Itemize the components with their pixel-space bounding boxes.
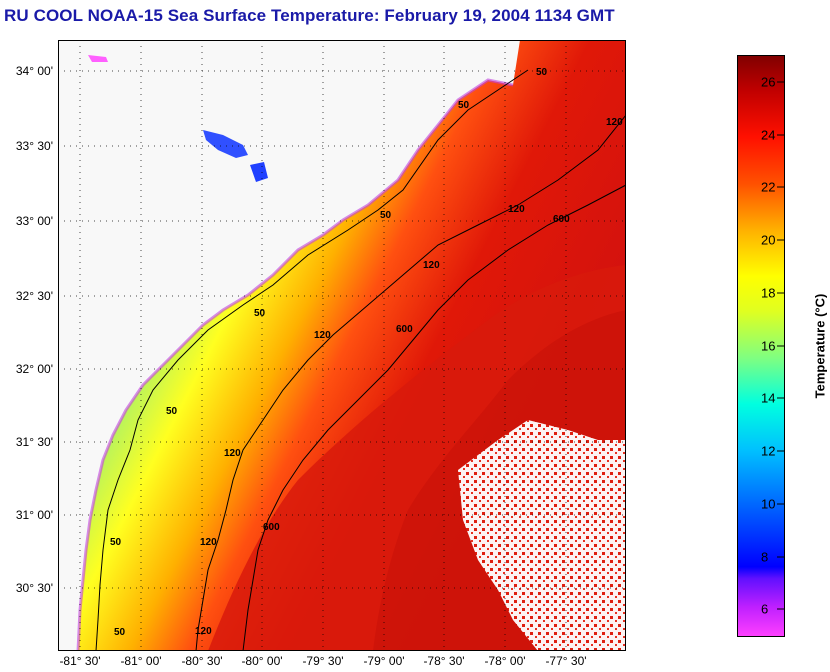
lat-label-31-30: 31° 30' bbox=[15, 435, 53, 449]
lon-label-81-00: -81° 00' bbox=[120, 654, 162, 668]
contour-label-50-g: 50 bbox=[536, 67, 548, 78]
lat-label-30-30: 30° 30' bbox=[15, 581, 53, 595]
contour-label-120-g: 120 bbox=[606, 117, 623, 128]
colorbar-tick-20: 20 bbox=[761, 232, 776, 248]
lat-label-32-00: 32° 00' bbox=[15, 362, 53, 376]
colorbar-tick-18: 18 bbox=[761, 285, 776, 301]
inland-water bbox=[203, 130, 248, 158]
lat-label-34-00: 34° 00' bbox=[15, 64, 53, 78]
inland-water-3 bbox=[88, 55, 108, 62]
colorbar-tick-14: 14 bbox=[761, 390, 776, 406]
colorbar-tick-26: 26 bbox=[761, 74, 776, 90]
lat-label-31-00: 31° 00' bbox=[15, 508, 53, 522]
colorbar-tick-marks bbox=[777, 81, 785, 610]
colorbar bbox=[737, 55, 785, 637]
contour-label-600-b: 600 bbox=[396, 324, 413, 335]
contour-label-120-a: 120 bbox=[508, 204, 525, 215]
lon-label-80-00: -80° 00' bbox=[241, 654, 283, 668]
map-frame bbox=[58, 40, 626, 651]
cloud-cover bbox=[458, 420, 626, 651]
lon-label-79-30: -79° 30' bbox=[302, 654, 344, 668]
contour-label-600-a: 600 bbox=[553, 214, 570, 225]
lat-label-33-30: 33° 30' bbox=[15, 139, 53, 153]
contour-label-600-c: 600 bbox=[263, 522, 280, 533]
lon-label-81-30: -81° 30' bbox=[59, 654, 101, 668]
lon-label-79-00: -79° 00' bbox=[363, 654, 405, 668]
coastline bbox=[76, 78, 514, 651]
colorbar-tick-12: 12 bbox=[761, 443, 776, 459]
colorbar-tick-24: 24 bbox=[761, 127, 776, 143]
land-mass bbox=[58, 40, 520, 651]
contour-label-50-d: 50 bbox=[166, 406, 178, 417]
colorbar-tick-16: 16 bbox=[761, 338, 776, 354]
colorbar-tick-6: 6 bbox=[761, 601, 769, 617]
contour-label-120-e: 120 bbox=[200, 537, 217, 548]
colorbar-svg bbox=[737, 55, 785, 637]
colorbar-tick-22: 22 bbox=[761, 179, 776, 195]
inland-water-2 bbox=[250, 162, 268, 182]
colorbar-tick-10: 10 bbox=[761, 496, 776, 512]
contour-label-50-b: 50 bbox=[380, 210, 392, 221]
contour-label-120-b: 120 bbox=[423, 260, 440, 271]
isobath-600 bbox=[242, 184, 626, 651]
contour-label-50-c: 50 bbox=[254, 308, 266, 319]
lon-label-80-30: -80° 30' bbox=[181, 654, 223, 668]
colorbar-gradient bbox=[737, 55, 785, 637]
isobath-50 bbox=[95, 69, 529, 651]
contour-label-50-f: 50 bbox=[114, 627, 126, 638]
sst-map-svg: 50 50 50 50 50 50 50 120 120 120 120 120… bbox=[58, 40, 626, 651]
lat-label-32-30: 32° 30' bbox=[15, 289, 53, 303]
contour-label-120-d: 120 bbox=[224, 448, 241, 459]
colorbar-label: Temperature (°C) bbox=[812, 293, 828, 399]
lon-label-78-00: -78° 00' bbox=[484, 654, 526, 668]
contour-label-120-c: 120 bbox=[314, 330, 331, 341]
sst-map: 50 50 50 50 50 50 50 120 120 120 120 120… bbox=[58, 40, 626, 651]
colorbar-tick-8: 8 bbox=[761, 549, 769, 565]
lat-label-33-00: 33° 00' bbox=[15, 214, 53, 228]
contour-label-120-f: 120 bbox=[195, 626, 212, 637]
isobath-120 bbox=[195, 114, 626, 651]
lon-label-78-30: -78° 30' bbox=[423, 654, 465, 668]
lon-label-77-30: -77° 30' bbox=[545, 654, 587, 668]
page-title: RU COOL NOAA-15 Sea Surface Temperature:… bbox=[4, 6, 615, 25]
contour-label-50-a: 50 bbox=[458, 100, 470, 111]
contour-label-50-e: 50 bbox=[110, 537, 122, 548]
